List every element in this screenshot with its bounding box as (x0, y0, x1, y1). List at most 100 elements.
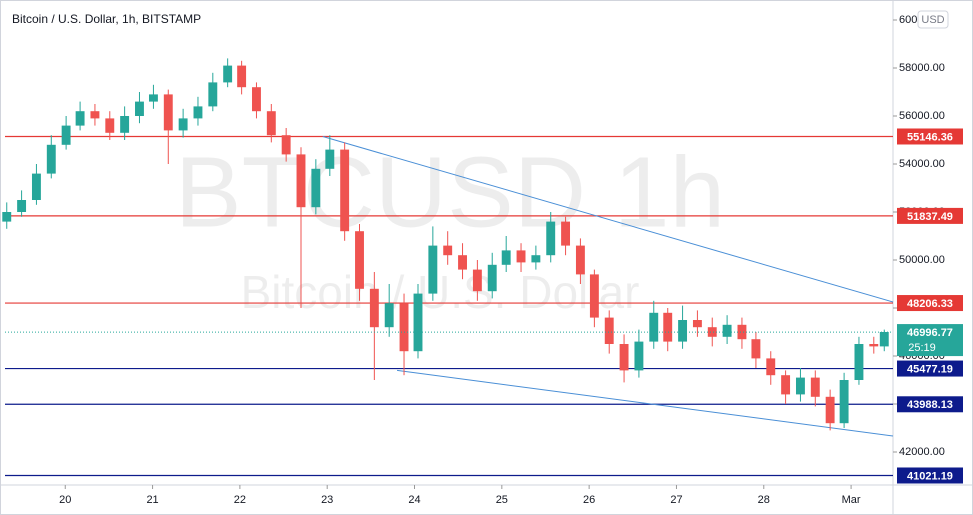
candle-body (281, 135, 291, 155)
x-tick-label: Mar (842, 494, 861, 506)
y-tick-label: 42000.00 (899, 446, 945, 458)
candle-body (17, 200, 27, 212)
candle-body (561, 221, 571, 246)
candle-body (649, 312, 659, 342)
y-tick-label: 56000.00 (899, 110, 945, 122)
level-label: 55146.36 (907, 131, 953, 143)
candle-body (722, 324, 732, 337)
candle-body (869, 344, 879, 347)
candle-body (266, 111, 276, 136)
candle-body (311, 168, 321, 208)
y-tick-label: 58000.00 (899, 62, 945, 74)
candle-body (604, 317, 614, 344)
candle-body (737, 324, 747, 340)
level-label: 48206.33 (907, 298, 953, 310)
level-label: 43988.13 (907, 399, 953, 411)
candle-body (46, 144, 56, 174)
candle-body (223, 65, 233, 83)
candle-body (208, 82, 218, 107)
x-tick-label: 27 (670, 494, 682, 506)
level-label-box (897, 128, 963, 145)
level-label: 45477.19 (907, 363, 953, 375)
candle-body (487, 264, 497, 292)
level-label: 41021.19 (907, 470, 953, 482)
candle-body (619, 344, 629, 371)
candle-body (193, 106, 203, 119)
candle-body (428, 245, 438, 294)
candle-body (692, 320, 702, 328)
candle-body (296, 154, 306, 208)
candle-body (384, 303, 394, 328)
level-label-box (897, 360, 963, 377)
x-tick-label: 25 (496, 494, 508, 506)
candle-body (355, 231, 364, 289)
candle-body (634, 341, 644, 371)
candle-body (399, 303, 409, 352)
candle-body (707, 327, 717, 337)
x-tick-label: 21 (146, 494, 158, 506)
candle-body (854, 344, 864, 380)
candle-body (413, 293, 423, 352)
level-label-box (897, 207, 963, 224)
candle-body (458, 255, 467, 270)
trendline (396, 369, 894, 437)
candle-body (369, 288, 379, 328)
candle-body (472, 269, 482, 292)
level-label-box (897, 295, 963, 312)
candle-body (839, 380, 849, 424)
candle-body (120, 116, 130, 133)
watermark: BTCUSD 1h (175, 136, 725, 248)
candle-body (531, 255, 541, 263)
candle-body (766, 358, 776, 376)
candle-body (135, 101, 144, 116)
level-label: 51837.49 (907, 211, 953, 223)
candle-body (751, 339, 761, 359)
countdown: 25:19 (908, 342, 936, 354)
candle-body (75, 111, 85, 126)
candle-body (443, 245, 453, 256)
x-tick-label: 23 (321, 494, 333, 506)
candle-body (516, 250, 526, 263)
last-price-label: 46996.77 (907, 327, 953, 339)
candle-body (90, 111, 100, 119)
candle-body (546, 221, 556, 256)
level-label-box (897, 467, 963, 484)
y-tick-label: 50000.00 (899, 254, 945, 266)
x-tick-label: 26 (583, 494, 595, 506)
candle-body (148, 94, 158, 102)
candle-body (31, 173, 41, 200)
candle-body (501, 250, 511, 265)
candle-body (105, 118, 115, 133)
candle-body (795, 377, 805, 395)
x-tick-label: 24 (408, 494, 420, 506)
last-price-box (897, 324, 963, 357)
candle-body (825, 396, 835, 424)
candle-body (678, 320, 688, 342)
x-tick-label: 22 (234, 494, 246, 506)
candle-body (2, 212, 12, 222)
candle-body (340, 149, 350, 232)
candle-body (252, 87, 261, 112)
trendline (322, 136, 894, 303)
currency-badge (917, 10, 949, 29)
x-tick-label: 20 (59, 494, 71, 506)
candle-body (575, 245, 585, 275)
candle-body (178, 118, 188, 131)
candle-body (237, 65, 247, 88)
candle-body (61, 125, 71, 145)
y-tick-label: 54000.00 (899, 158, 945, 170)
chart-title: Bitcoin / U.S. Dollar, 1h, BITSTAMP (12, 12, 201, 26)
currency: USD (921, 14, 944, 26)
candle-body (163, 94, 173, 131)
candle-body (879, 332, 889, 347)
watermark-subtitle: Bitcoin / U.S. Dollar (241, 266, 640, 318)
candle-body (810, 377, 820, 397)
candle-body (589, 274, 599, 318)
level-label-box (897, 396, 963, 413)
x-tick-label: 28 (758, 494, 770, 506)
candle-body (781, 375, 791, 395)
candle-body (663, 312, 673, 342)
candle-body (325, 149, 335, 169)
